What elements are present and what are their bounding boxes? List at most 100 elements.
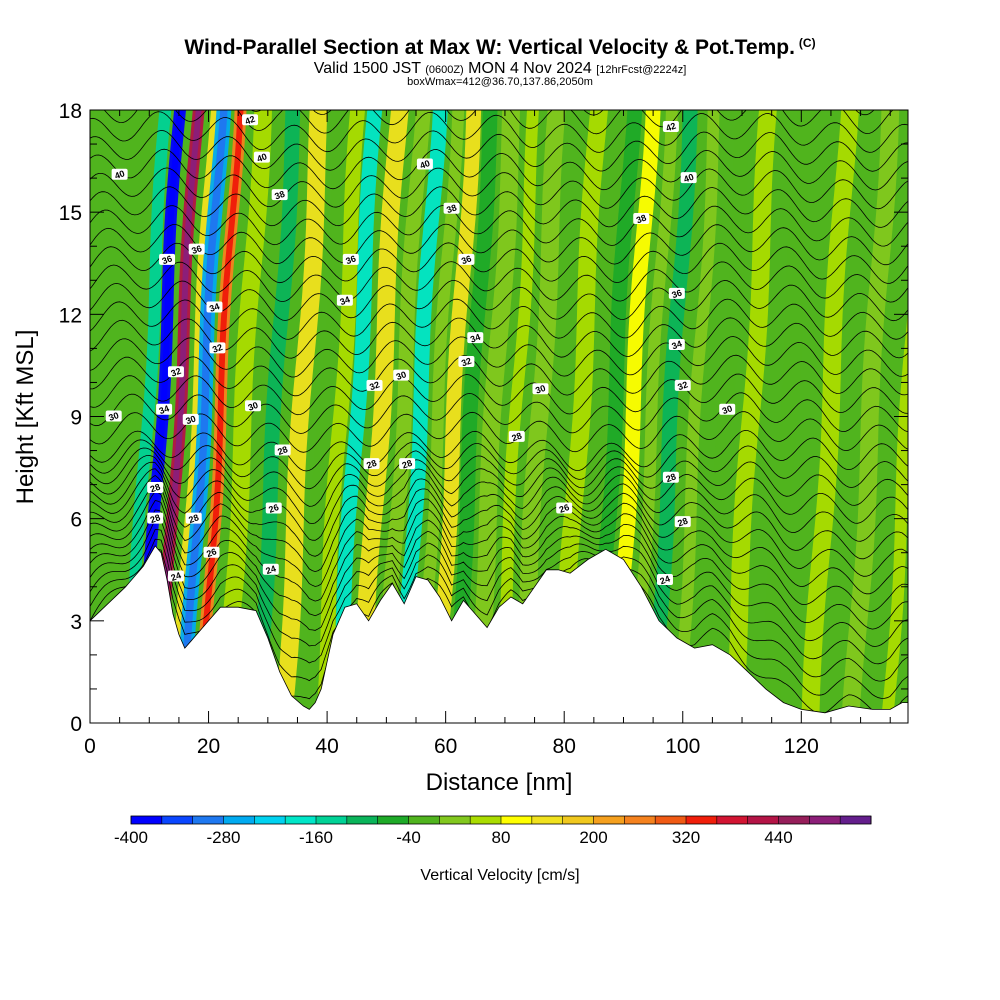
velocity-band-10 (300, 110, 350, 723)
colorbar-swatch-11 (470, 816, 502, 824)
colorbar-swatch-12 (501, 816, 533, 824)
colorbar-swatch-23 (840, 816, 872, 824)
valid-zulu-text: (0600Z) (425, 64, 464, 76)
theta-contour-line-12 (90, 447, 908, 507)
colorbar-tick-label: 80 (492, 828, 511, 847)
contour-label-6: 34 (208, 301, 221, 314)
velocity-band-28 (700, 110, 751, 723)
contour-label-bg-9 (156, 403, 173, 415)
theta-contour-line-13 (90, 439, 908, 490)
colorbar-swatch-22 (809, 816, 841, 824)
valid-time-line: Valid 1500 JST (0600Z) MON 4 Nov 2024 [1… (0, 60, 1000, 78)
y-tick-label: 12 (59, 304, 82, 327)
contour-label-20: 24 (264, 563, 277, 576)
y-tick-label: 15 (59, 202, 82, 225)
contour-label-30: 34 (469, 332, 482, 345)
velocity-band-13 (353, 110, 409, 723)
theta-contour-line-33 (250, 110, 875, 116)
velocity-band-18 (443, 110, 498, 723)
contour-label-7: 32 (211, 342, 224, 355)
contour-label-44: 24 (659, 574, 672, 587)
velocity-band-30 (761, 110, 816, 723)
theta-contour-line-23 (90, 261, 908, 303)
valid-time-text: Valid 1500 JST (313, 60, 421, 77)
theta-contour-line-25 (90, 223, 908, 266)
colorbar-swatch-16 (624, 816, 656, 824)
colorbar-frame (130, 815, 872, 825)
valid-date-text: MON 4 Nov 2024 (468, 60, 592, 77)
colorbar-swatch-13 (531, 816, 564, 824)
velocity-band-8 (247, 110, 301, 723)
contour-label-bg-43 (674, 516, 691, 528)
contour-label-bg-15 (185, 512, 202, 524)
contour-label-29: 36 (460, 253, 473, 266)
theta-contour-line-8 (90, 475, 908, 577)
contour-label-21: 36 (344, 253, 357, 266)
contour-label-bg-30 (467, 332, 484, 344)
x-tick-label: 40 (315, 735, 338, 758)
contour-label-37: 38 (635, 213, 648, 226)
theta-contour-line-19 (90, 336, 908, 378)
contour-label-bg-8 (167, 366, 184, 378)
contour-label-11: 30 (107, 410, 120, 423)
colorbar: -400 -280 -160 -40 80 200 320 440 (114, 815, 872, 847)
contour-label-bg-11 (105, 410, 122, 422)
theta-contour-line-4 (90, 509, 908, 647)
y-axis-label: Height [Kft MSL] (12, 330, 39, 505)
y-tick-label: 3 (70, 611, 82, 634)
theta-contour-line-30 (90, 129, 908, 172)
colorbar-swatch-21 (778, 816, 810, 824)
colorbar-tick-label: 440 (764, 828, 792, 847)
contour-label-bg-6 (206, 301, 223, 313)
colorbar-swatch-6 (316, 816, 348, 824)
theta-contour-line-11 (90, 454, 908, 525)
contour-label-1: 40 (255, 151, 268, 164)
contour-label-13: 28 (149, 482, 162, 495)
theta-contour-line-6 (90, 491, 908, 612)
contour-label-25: 28 (365, 458, 378, 471)
velocity-band-9 (273, 110, 328, 723)
y-tick-label: 9 (70, 407, 82, 430)
contour-label-bg-2 (111, 168, 128, 180)
velocity-band-32 (841, 110, 900, 723)
contour-label-bg-34 (556, 502, 573, 514)
y-tick-label: 18 (59, 100, 82, 123)
contour-label-16: 26 (205, 546, 218, 559)
velocity-band-33 (880, 310, 908, 723)
x-axis-label: Distance [nm] (426, 769, 573, 796)
contour-label-31: 32 (460, 356, 473, 369)
contour-label-bg-1 (253, 151, 270, 163)
contour-label-24: 30 (395, 369, 408, 382)
contour-label-34: 26 (558, 502, 571, 515)
theta-contour-line-10 (90, 461, 908, 542)
theta-contour-line-15 (90, 411, 908, 453)
contour-label-bg-37 (633, 212, 650, 224)
velocity-band-20 (492, 110, 539, 723)
contour-label-26: 28 (401, 458, 414, 471)
theta-contour-line-3 (90, 519, 908, 665)
velocity-band-22 (553, 110, 608, 723)
contour-label-bg-19 (265, 502, 282, 514)
velocity-band-0 (95, 110, 154, 723)
contour-label-19: 26 (267, 502, 280, 515)
velocity-core-5 (180, 110, 228, 723)
title-text: Wind-Parallel Section at Max W: Vertical… (184, 36, 795, 59)
velocity-band-21 (513, 110, 566, 723)
contour-label-bg-0 (242, 114, 259, 126)
colorbar-swatch-3 (223, 816, 255, 824)
velocity-band-7 (214, 110, 272, 723)
theta-contour-line-16 (90, 392, 908, 434)
x-tick-label: 20 (197, 735, 220, 758)
colorbar-swatch-10 (439, 816, 471, 824)
theta-contour-line-9 (90, 468, 908, 560)
contour-label-bg-25 (363, 458, 380, 470)
theta-contours (90, 110, 908, 717)
colorbar-swatch-8 (377, 816, 409, 824)
theta-contour-line-27 (90, 186, 908, 228)
contour-label-bg-4 (159, 253, 176, 265)
colorbar-tick-label: 320 (672, 828, 700, 847)
contour-label-41: 30 (721, 403, 734, 416)
colorbar-swatch-2 (192, 816, 224, 824)
colorbar-swatch-7 (346, 816, 379, 824)
velocity-band-27 (670, 110, 720, 723)
